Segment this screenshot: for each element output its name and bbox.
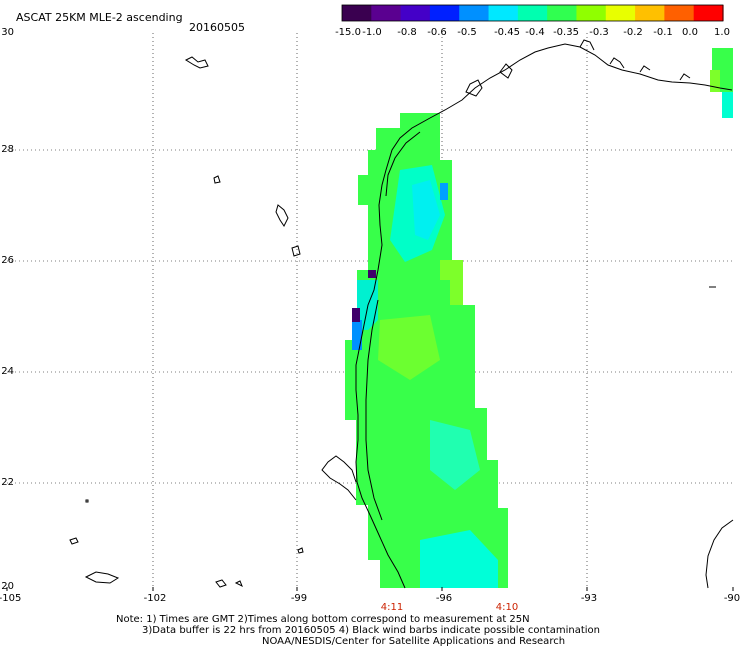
lat-label-26: 26: [1, 255, 14, 266]
note-line-2: 3)Data buffer is 22 hrs from 20160505 4)…: [142, 625, 600, 636]
swath-blue-west: [352, 320, 362, 350]
lon-label-93: -93: [580, 593, 598, 604]
lat-label-24: 24: [1, 366, 14, 377]
lon-label-105: -105: [0, 593, 22, 604]
colorbar-label: -0.8: [397, 27, 417, 38]
lat-label-22: 22: [1, 477, 14, 488]
mexico-coast-south: [321, 455, 357, 501]
colorbar-swatch: [400, 5, 431, 21]
lon-label-96: -96: [435, 593, 453, 604]
graticule: [7, 33, 733, 587]
map-title: ASCAT 25KM MLE-2 ascending: [16, 11, 183, 24]
galveston-bay: [465, 79, 483, 97]
swath-purple-west-2: [368, 270, 376, 278]
lat-label-30: 30: [1, 27, 14, 38]
lon-label-90: -90: [723, 593, 740, 604]
swath-east-strip-light: [710, 70, 720, 92]
map-date: 20160505: [189, 21, 245, 34]
colorbar-label: -0.5: [457, 27, 477, 38]
delta-north: [579, 39, 595, 51]
island-west-2: [69, 537, 79, 545]
colorbar-border: [341, 4, 724, 22]
colorbar-label: -0.45: [494, 27, 520, 38]
swath-cyan-mid: [430, 420, 480, 490]
barrier-island-north: [385, 131, 421, 197]
yucatan-coast: [705, 519, 734, 589]
colorbar-label: -0.1: [653, 27, 673, 38]
colorbar-swatch: [342, 5, 372, 21]
colorbar: [341, 4, 724, 22]
colorbar-label: -0.35: [553, 27, 579, 38]
lon-label-99: -99: [290, 593, 308, 604]
colorbar-label: -15.0: [335, 27, 361, 38]
texas-coast: [355, 43, 733, 589]
lake-inland-4: [291, 245, 301, 257]
colorbar-swatch: [693, 5, 724, 21]
colorbar-swatch: [576, 5, 607, 21]
wind-swath: [345, 48, 733, 588]
swath-purple-west: [352, 308, 360, 322]
swath-light-region: [440, 260, 463, 305]
island-south-2: [234, 580, 243, 588]
lon-label-102: -102: [143, 593, 167, 604]
swath-teal-north: [412, 180, 440, 240]
colorbar-label: -0.4: [525, 27, 545, 38]
lake-inland-3: [275, 204, 289, 227]
colorbar-swatch: [547, 5, 578, 21]
lat-label-28: 28: [1, 144, 14, 155]
swath-blue-north: [440, 183, 448, 200]
colorbar-swatch: [459, 5, 490, 21]
coastlines: [69, 39, 734, 589]
time-label-west: 4:11: [380, 602, 404, 613]
barrier-island: [365, 299, 383, 521]
colorbar-label: -1.0: [362, 27, 382, 38]
lat-label-20: 20: [1, 581, 14, 592]
lake-inland-2: [213, 175, 221, 184]
louisiana-inlets: [609, 57, 691, 81]
colorbar-swatch: [664, 5, 695, 21]
swath-east-strip-cyan: [722, 92, 733, 118]
colorbar-swatch: [429, 5, 460, 21]
colorbar-swatch: [488, 5, 519, 21]
colorbar-label: 1.0: [714, 27, 730, 38]
island-south-1: [215, 579, 227, 588]
lake-inland-1: [184, 56, 209, 69]
sabine-lake: [499, 63, 513, 79]
note-line-1: Note: 1) Times are GMT 2)Times along bot…: [116, 614, 530, 625]
colorbar-swatch: [517, 5, 548, 21]
island-west-3: [85, 499, 89, 503]
note-line-3: NOAA/NESDIS/Center for Satellite Applica…: [262, 636, 566, 647]
colorbar-label: -0.6: [427, 27, 447, 38]
colorbar-label: -0.3: [589, 27, 609, 38]
island-mid-1: [297, 547, 304, 554]
island-west-1: [84, 571, 120, 584]
colorbar-swatch: [635, 5, 665, 21]
colorbar-label: 0.0: [682, 27, 698, 38]
colorbar-label: -0.2: [623, 27, 643, 38]
swath-cyan-south: [420, 530, 498, 588]
axis-ticks: [6, 587, 734, 591]
time-label-east: 4:10: [495, 602, 519, 613]
swath-light-region-2: [378, 315, 440, 380]
colorbar-swatch: [371, 5, 402, 21]
colorbar-swatch: [605, 5, 636, 21]
